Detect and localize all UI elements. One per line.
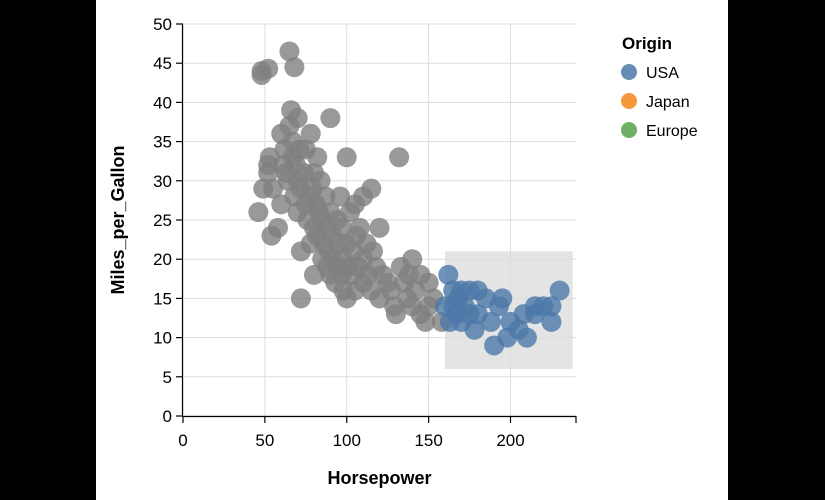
data-point xyxy=(330,186,351,207)
data-point xyxy=(258,58,279,79)
data-point xyxy=(362,241,383,262)
data-point xyxy=(336,147,357,168)
data-point xyxy=(315,186,336,207)
scatter-chart: 0 50 100 150 200 0 5 10 15 20 25 30 35 40 45 50 Horsepo… xyxy=(108,15,698,488)
legend-label: Europe xyxy=(646,123,698,140)
axes: 0 50 100 150 200 0 5 10 15 20 25 30 35 40 45 50 xyxy=(153,15,577,450)
data-point xyxy=(402,249,423,270)
data-point xyxy=(361,178,382,199)
data-point xyxy=(267,217,288,238)
data-point xyxy=(415,311,436,332)
selected-data-point xyxy=(516,327,537,348)
y-tick-label: 20 xyxy=(153,250,172,269)
legend: Origin USA Japan Europe xyxy=(621,34,698,140)
data-point xyxy=(369,217,390,238)
x-tick-label: 50 xyxy=(255,431,274,450)
data-point xyxy=(284,57,305,78)
data-point xyxy=(287,108,308,129)
data-point xyxy=(310,170,331,191)
data-point xyxy=(418,272,439,293)
selected-data-point xyxy=(541,311,562,332)
y-tick-label: 50 xyxy=(153,15,172,34)
data-point xyxy=(385,304,406,325)
y-tick-label: 30 xyxy=(153,172,172,191)
selected-data-point xyxy=(438,264,459,285)
legend-label: USA xyxy=(646,65,679,82)
chart-panel: 0 50 100 150 200 0 5 10 15 20 25 30 35 40 45 50 Horsepo… xyxy=(96,0,728,500)
x-tick-label: 100 xyxy=(333,431,361,450)
legend-swatch xyxy=(621,64,637,80)
legend-swatch xyxy=(621,93,637,109)
x-tick-label: 150 xyxy=(414,431,442,450)
data-point xyxy=(389,147,410,168)
y-tick-label: 45 xyxy=(153,54,172,73)
selected-data-point xyxy=(492,288,513,309)
legend-label: Japan xyxy=(646,94,690,111)
legend-title: Origin xyxy=(622,34,672,53)
selected-data-point xyxy=(464,319,485,340)
data-point xyxy=(307,147,328,168)
y-tick-label: 15 xyxy=(153,289,172,308)
y-tick-label: 25 xyxy=(153,211,172,230)
x-axis-title: Horsepower xyxy=(327,468,431,488)
x-tick-label: 0 xyxy=(178,431,187,450)
data-point xyxy=(290,288,311,309)
data-point xyxy=(263,178,284,199)
x-tick-label: 200 xyxy=(496,431,524,450)
y-axis-title: Miles_per_Gallon xyxy=(108,145,128,294)
y-tick-label: 0 xyxy=(163,407,172,426)
y-tick-label: 5 xyxy=(163,368,172,387)
data-point xyxy=(300,123,321,144)
y-tick-label: 35 xyxy=(153,133,172,152)
legend-swatch xyxy=(621,122,637,138)
data-point xyxy=(279,41,300,62)
data-point xyxy=(349,217,370,238)
selected-data-point xyxy=(480,311,501,332)
points-layer xyxy=(248,41,570,356)
y-tick-label: 40 xyxy=(153,93,172,112)
data-point xyxy=(248,202,269,223)
selected-data-point xyxy=(541,296,562,317)
selected-data-point xyxy=(549,280,570,301)
data-point xyxy=(331,217,352,238)
y-tick-label: 10 xyxy=(153,329,172,348)
data-point xyxy=(320,108,341,129)
